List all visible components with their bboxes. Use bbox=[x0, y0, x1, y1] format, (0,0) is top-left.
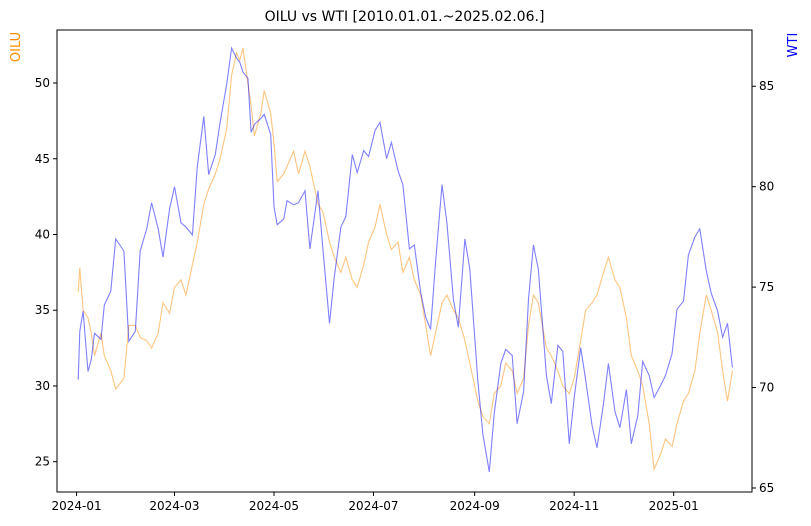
series-line-wti bbox=[77, 46, 733, 472]
x-tick-label: 2024-05 bbox=[249, 499, 299, 513]
right-tick-label: 85 bbox=[759, 79, 774, 93]
left-tick-label: 30 bbox=[35, 379, 50, 393]
plot-frame bbox=[56, 29, 753, 493]
left-tick-label: 35 bbox=[35, 303, 50, 317]
right-y-axis: 65 70 75 80 85 bbox=[752, 79, 774, 495]
left-y-axis: 25 30 35 40 45 50 bbox=[35, 76, 57, 469]
right-tick-label: 65 bbox=[759, 481, 774, 495]
x-tick-label: 2024-11 bbox=[549, 499, 599, 513]
right-axis-label: WTI bbox=[786, 33, 801, 58]
x-tick-label: 2024-03 bbox=[149, 499, 199, 513]
x-axis: 2024-01 2024-03 2024-05 2024-07 2024-09 2024-… bbox=[52, 492, 699, 513]
x-tick-label: 2024-09 bbox=[450, 499, 500, 513]
x-tick-label: 2024-01 bbox=[52, 499, 102, 513]
right-tick-label: 80 bbox=[759, 180, 774, 194]
right-tick-label: 70 bbox=[759, 381, 774, 395]
series-line-oilu bbox=[77, 48, 733, 472]
x-tick-label: 2024-07 bbox=[348, 499, 398, 513]
left-tick-label: 25 bbox=[35, 455, 50, 469]
left-axis-label: OILU bbox=[9, 32, 24, 62]
series-layer bbox=[77, 46, 733, 472]
right-tick-label: 75 bbox=[759, 280, 774, 294]
chart-title: OILU vs WTI [2010.01.01.~2025.02.06.] bbox=[265, 9, 545, 25]
left-tick-label: 50 bbox=[35, 76, 50, 90]
x-tick-label: 2025-01 bbox=[649, 499, 699, 513]
left-tick-label: 45 bbox=[35, 152, 50, 166]
left-tick-label: 40 bbox=[35, 227, 50, 241]
